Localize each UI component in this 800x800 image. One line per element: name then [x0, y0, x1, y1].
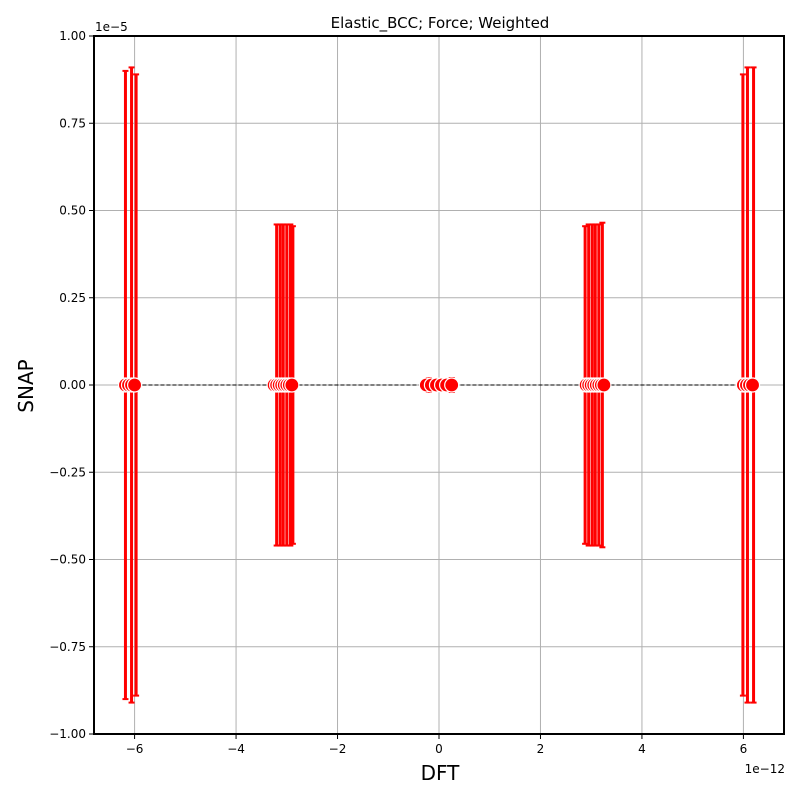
data-point: [126, 377, 143, 393]
y-tick-label: −0.25: [49, 465, 86, 479]
x-tick-label: 2: [537, 742, 545, 756]
data-point: [284, 377, 300, 393]
x-tick-label: −2: [329, 742, 347, 756]
plot-frame: [93, 35, 785, 735]
chart-marks: [117, 66, 761, 704]
chart-title: Elastic_BCC; Force; Weighted: [331, 14, 550, 33]
y-tick-label: 1.00: [59, 29, 86, 43]
x-tick-label: 0: [435, 742, 443, 756]
y-tick-label: 0.25: [59, 291, 86, 305]
x-tick-label: −6: [126, 742, 144, 756]
y-tick-label: −0.75: [49, 640, 86, 654]
y-tick-label: 0.75: [59, 116, 86, 130]
y-tick-label: −0.50: [49, 553, 86, 567]
data-point: [744, 377, 761, 393]
y-axis-label: SNAP: [14, 359, 38, 412]
data-point: [596, 377, 612, 393]
y-tick-label: 0.00: [59, 378, 86, 392]
data-point: [444, 377, 460, 393]
y-offset-text: 1e−5: [95, 20, 128, 34]
x-tick-label: 4: [638, 742, 646, 756]
x-tick-label: −4: [227, 742, 245, 756]
x-tick-label: 6: [740, 742, 748, 756]
x-offset-text: 1e−12: [745, 762, 785, 776]
x-axis-label: DFT: [421, 761, 461, 785]
y-tick-label: 0.50: [59, 204, 86, 218]
y-tick-label: −1.00: [49, 727, 86, 741]
